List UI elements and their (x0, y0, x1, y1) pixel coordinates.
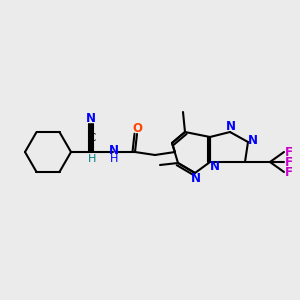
Text: F: F (285, 155, 293, 169)
Text: N: N (109, 145, 119, 158)
Text: N: N (226, 121, 236, 134)
Text: F: F (285, 146, 293, 158)
Text: N: N (191, 172, 201, 185)
Text: N: N (210, 160, 220, 172)
Text: H: H (110, 154, 118, 164)
Text: H: H (88, 154, 96, 164)
Text: C: C (88, 133, 96, 143)
Text: N: N (248, 134, 258, 148)
Text: O: O (132, 122, 142, 134)
Text: N: N (86, 112, 96, 125)
Text: F: F (285, 166, 293, 178)
